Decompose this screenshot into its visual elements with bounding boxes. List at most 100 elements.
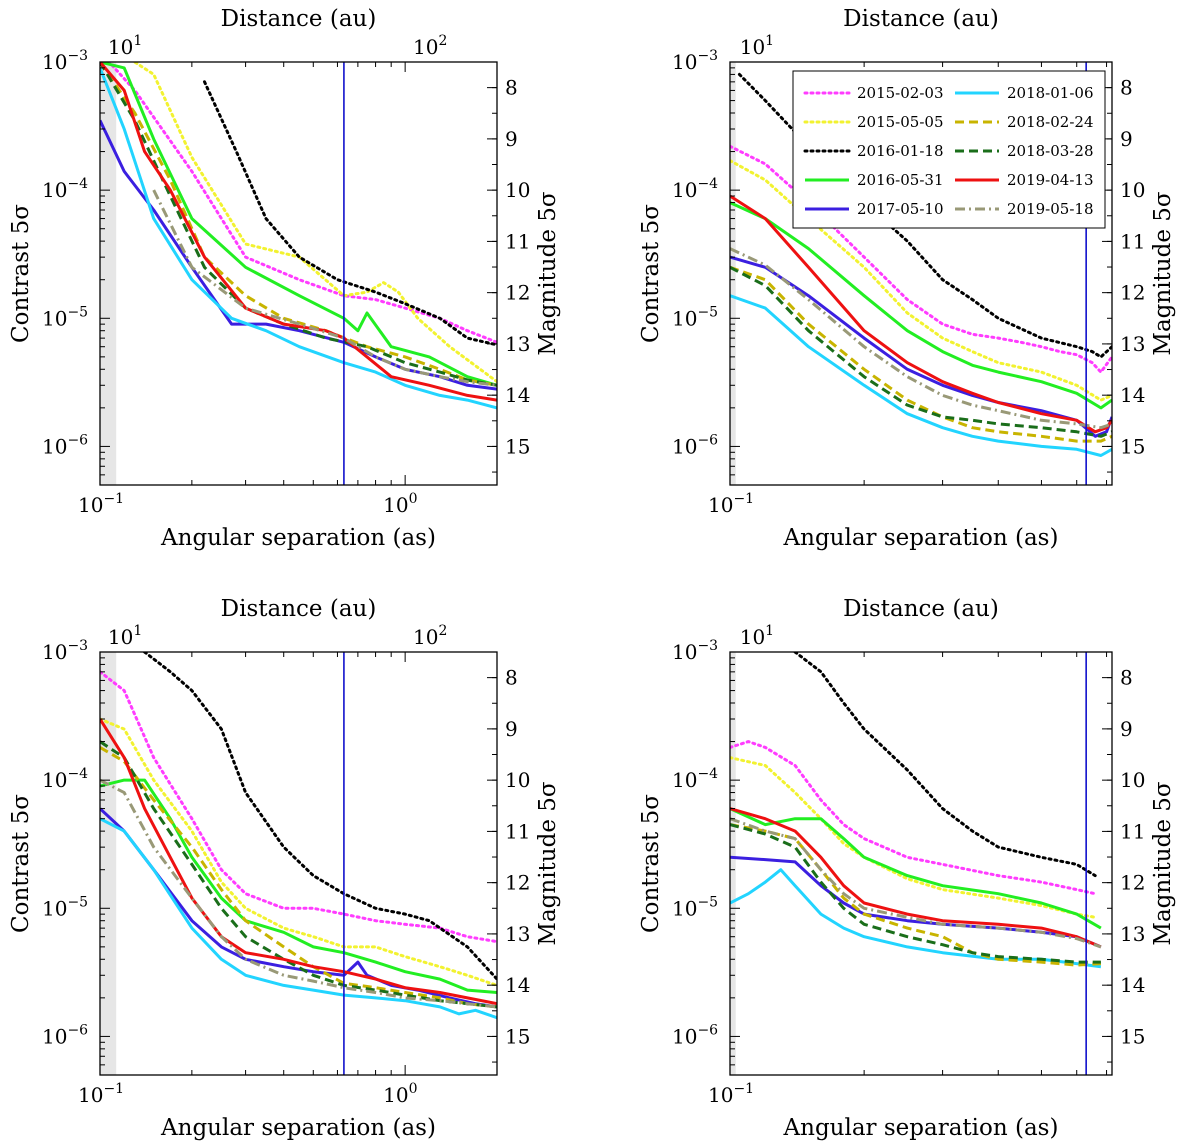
right-tick-label: 11 (505, 229, 530, 253)
y-tick-label: 10−6 (672, 1022, 718, 1048)
right-tick-label: 12 (1120, 281, 1145, 305)
series-line-2016-01-18 (737, 72, 1112, 359)
right-tick-label: 11 (505, 819, 530, 843)
plot-frame (99, 651, 498, 1076)
plot-frame (99, 61, 498, 486)
right-axis-label: Magnitude 5σ (1150, 781, 1176, 945)
y-tick-label: 10−5 (42, 894, 88, 920)
top-x-tick-label: 102 (413, 623, 447, 649)
right-tick-label: 12 (505, 871, 530, 895)
series-line-2016-01-18 (203, 80, 497, 347)
legend-label: 2019-04-13 (1007, 171, 1093, 189)
series-group (100, 62, 497, 410)
x-tick-label: 10−1 (708, 491, 754, 517)
y-tick-label: 10−4 (672, 176, 718, 202)
inner-working-angle-shade (730, 652, 736, 1075)
x-axis-label: Angular separation (as) (160, 525, 436, 551)
series-line-2018-03-28 (730, 823, 1101, 964)
y-tick-label: 10−5 (672, 894, 718, 920)
y-tick-label: 10−3 (672, 48, 718, 74)
y-tick-label: 10−6 (42, 1022, 88, 1048)
series-line-2018-02-24 (730, 265, 1112, 443)
inner-working-angle-shade (100, 652, 117, 1075)
x-tick-label: 10−1 (708, 1081, 754, 1107)
series-line-2015-05-05 (100, 717, 497, 987)
legend-box (792, 70, 1106, 229)
series-group (730, 652, 1102, 969)
right-axis-label: Magnitude 5σ (1150, 191, 1176, 355)
top-axis-label: Distance (au) (221, 596, 377, 622)
legend-label: 2018-01-06 (1007, 84, 1093, 102)
series-line-2018-03-28 (100, 62, 497, 387)
right-tick-label: 14 (1120, 973, 1145, 997)
x-axis-label: Angular separation (as) (783, 1115, 1059, 1141)
right-tick-label: 8 (1120, 666, 1133, 690)
right-tick-label: 9 (1120, 127, 1133, 151)
right-tick-label: 13 (1120, 332, 1145, 356)
right-tick-label: 14 (505, 383, 530, 407)
y-tick-label: 10−3 (42, 638, 88, 664)
y-axis-label: Contrast 5σ (8, 204, 34, 343)
top-x-tick-label: 101 (740, 33, 774, 59)
right-tick-label: 10 (1120, 178, 1145, 202)
top-axis-label: Distance (au) (843, 6, 999, 32)
series-line-2016-01-18 (793, 652, 1097, 878)
y-tick-label: 10−3 (672, 638, 718, 664)
inner-working-angle-shade (730, 62, 736, 485)
y-axis-label: Contrast 5σ (638, 794, 664, 933)
y-axis-label: Contrast 5σ (8, 794, 34, 933)
right-axis-label: Magnitude 5σ (535, 191, 561, 355)
series-line-2018-01-06 (100, 67, 497, 410)
top-axis-label: Distance (au) (221, 6, 377, 32)
right-tick-label: 11 (1120, 229, 1145, 253)
right-tick-label: 12 (1120, 871, 1145, 895)
series-line-2018-03-28 (730, 265, 1112, 438)
top-axis-label: Distance (au) (843, 596, 999, 622)
series-line-2018-01-06 (730, 294, 1112, 457)
y-tick-label: 10−4 (42, 176, 88, 202)
right-tick-label: 13 (505, 332, 530, 356)
series-line-2016-01-18 (143, 652, 497, 981)
legend-label: 2015-02-03 (857, 84, 943, 102)
series-line-2019-05-18 (152, 189, 497, 387)
right-tick-label: 14 (505, 973, 530, 997)
top-x-tick-label: 101 (108, 623, 142, 649)
legend-label: 2015-05-05 (857, 113, 943, 131)
series-line-2016-05-31 (730, 201, 1112, 410)
series-line-2019-05-18 (730, 817, 1102, 949)
y-tick-label: 10−4 (672, 766, 718, 792)
series-line-2019-04-13 (100, 62, 497, 402)
series-line-2018-01-06 (730, 868, 1102, 969)
legend-label: 2018-03-28 (1007, 142, 1093, 160)
right-tick-label: 11 (1120, 819, 1145, 843)
y-tick-label: 10−5 (42, 304, 88, 330)
panel-bottom-right: 10−1 101 10−3 10−4 10−5 10−6 8 9 10 11 12 13 14 15 Ang… (638, 596, 1176, 1141)
series-line-2018-01-06 (100, 817, 497, 1020)
series-line-2016-05-31 (100, 778, 497, 994)
series-line-2017-05-10 (730, 855, 1102, 949)
series-line-2015-05-05 (131, 62, 497, 384)
right-tick-label: 10 (505, 768, 530, 792)
series-line-2015-02-03 (730, 740, 1097, 896)
right-tick-label: 8 (505, 666, 518, 690)
series-line-2019-04-13 (730, 194, 1112, 434)
right-axis-label: Magnitude 5σ (535, 781, 561, 945)
plot-frame (729, 61, 1113, 486)
right-tick-label: 9 (1120, 717, 1133, 741)
series-line-2019-05-18 (730, 247, 1112, 430)
x-tick-label: 10−1 (78, 1081, 124, 1107)
right-tick-label: 13 (1120, 922, 1145, 946)
right-tick-label: 8 (1120, 76, 1133, 100)
x-axis-label: Angular separation (as) (783, 525, 1059, 551)
right-tick-label: 9 (505, 717, 518, 741)
right-tick-label: 13 (505, 922, 530, 946)
series-line-2015-02-03 (100, 670, 497, 944)
right-tick-label: 15 (1120, 434, 1145, 458)
top-x-tick-label: 101 (108, 33, 142, 59)
legend-label: 2016-05-31 (857, 171, 943, 189)
legend-label: 2019-05-18 (1007, 200, 1093, 218)
series-line-2015-05-05 (730, 756, 1097, 919)
right-tick-label: 14 (1120, 383, 1145, 407)
series-line-2019-05-18 (100, 778, 497, 1009)
